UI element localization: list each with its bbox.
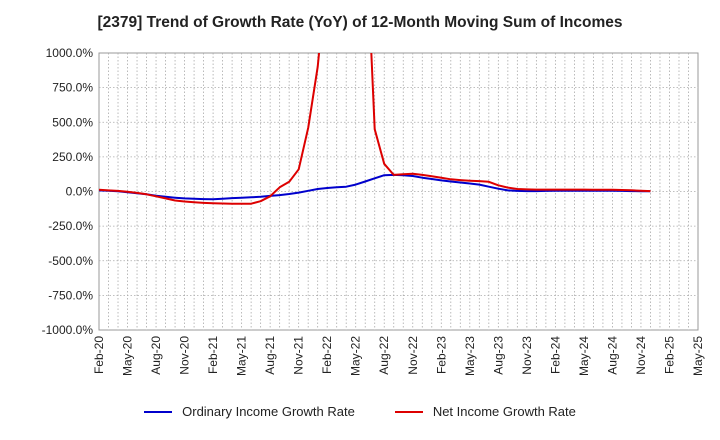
series-group [99, 53, 651, 205]
legend-label-net: Net Income Growth Rate [432, 404, 576, 419]
y-tick-label: 0.0% [66, 185, 94, 199]
grid-lines [99, 53, 698, 330]
y-tick-label: -500.0% [48, 254, 93, 268]
y-tick-label: -1000.0% [42, 323, 94, 337]
x-tick-label: Nov-21 [292, 336, 306, 375]
x-tick-label: Feb-22 [320, 336, 334, 374]
x-tick-label: Feb-24 [548, 336, 562, 374]
x-tick-label: May-22 [349, 336, 363, 376]
x-tick-label: Nov-23 [520, 336, 534, 375]
x-tick-label: Nov-24 [634, 336, 648, 375]
x-tick-label: May-20 [121, 336, 135, 376]
x-tick-label: Aug-24 [605, 336, 619, 375]
x-tick-label: Aug-21 [263, 336, 277, 375]
x-tick-label: Feb-20 [92, 336, 106, 374]
x-axis: Feb-20 May-20 Aug-20 Nov-20 Feb-21 May-21 Aug-… [92, 336, 705, 376]
x-tick-label: May-24 [577, 336, 591, 376]
x-tick-label: Nov-20 [178, 336, 192, 375]
x-tick-label: Feb-23 [434, 336, 448, 374]
legend: Ordinary Income Growth Rate Net Income G… [0, 404, 720, 419]
x-tick-label: Aug-22 [377, 336, 391, 375]
x-tick-label: May-23 [463, 336, 477, 376]
legend-item-ordinary: Ordinary Income Growth Rate [144, 404, 355, 419]
legend-item-net: Net Income Growth Rate [394, 404, 576, 419]
y-tick-label: 750.0% [52, 81, 93, 95]
legend-swatch-ordinary [144, 410, 173, 413]
series-line-net-income [99, 53, 651, 205]
chart-title: [2379] Trend of Growth Rate (YoY) of 12-… [97, 14, 623, 31]
x-tick-label: Nov-22 [406, 336, 420, 375]
y-axis: 1000.0% 750.0% 500.0% 250.0% 0.0% -250.0% -500… [42, 46, 94, 337]
legend-swatch-net [394, 410, 423, 413]
legend-label-ordinary: Ordinary Income Growth Rate [182, 404, 355, 419]
y-tick-label: -250.0% [48, 219, 93, 233]
y-tick-label: 250.0% [52, 150, 93, 164]
y-tick-label: -750.0% [48, 288, 93, 302]
x-tick-label: Feb-25 [662, 336, 676, 374]
y-tick-label: 1000.0% [46, 46, 94, 60]
y-tick-label: 500.0% [52, 115, 93, 129]
series-line-ordinary-income [99, 173, 651, 201]
x-tick-label: May-25 [691, 336, 705, 376]
x-tick-label: Feb-21 [206, 336, 220, 374]
x-tick-label: May-21 [235, 336, 249, 376]
x-tick-label: Aug-20 [149, 336, 163, 375]
x-tick-label: Aug-23 [491, 336, 505, 375]
